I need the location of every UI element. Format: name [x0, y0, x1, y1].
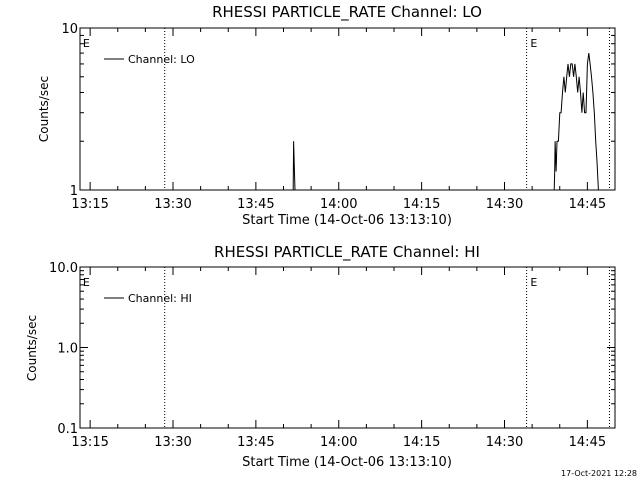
lo-x-tick-label: 14:45 [569, 197, 606, 212]
lo-x-tick-label: 14:30 [486, 197, 523, 212]
lo-x-tick-label: 13:45 [237, 197, 274, 212]
hi-x-tick-label: 13:15 [71, 435, 108, 450]
hi-y-axis-label: Counts/sec [25, 315, 39, 381]
lo-series-line [291, 53, 605, 191]
lo-x-tick-label: 14:15 [403, 197, 440, 212]
hi-legend-label: Channel: HI [128, 292, 192, 305]
hi-x-tick-label: 13:30 [154, 435, 191, 450]
hi-y-tick-label: 10.0 [49, 261, 78, 276]
generation-timestamp: 17-Oct-2021 12:28 [561, 469, 637, 478]
hi-event-marker: E [530, 276, 537, 289]
hi-channel-panel: RHESSI PARTICLE_RATE Channel: HI Counts/… [25, 243, 616, 470]
lo-x-tick-label: 14:00 [320, 197, 357, 212]
lo-event-marker: E [83, 37, 90, 50]
hi-event-marker: E [83, 276, 90, 289]
lo-y-tick-label: 10 [61, 22, 78, 37]
hi-x-tick-label: 14:45 [569, 435, 606, 450]
hi-x-tick-label: 14:30 [486, 435, 523, 450]
lo-x-tick-label: 13:15 [71, 197, 108, 212]
lo-x-tick-label: 13:30 [154, 197, 191, 212]
hi-x-axis-label: Start Time (14-Oct-06 13:13:10) [242, 455, 452, 470]
lo-y-tick-label: 1 [70, 184, 78, 199]
lo-channel-panel: RHESSI PARTICLE_RATE Channel: LO Counts/… [37, 3, 616, 228]
lo-event-marker: E [530, 37, 537, 50]
lo-legend-label: Channel: LO [128, 53, 195, 66]
hi-y-tick-label: 1.0 [57, 342, 78, 357]
hi-x-tick-label: 13:45 [237, 435, 274, 450]
hi-x-tick-label: 14:15 [403, 435, 440, 450]
lo-y-axis-label: Counts/sec [37, 76, 51, 142]
lo-x-axis-label: Start Time (14-Oct-06 13:13:10) [242, 213, 452, 228]
hi-x-tick-label: 14:00 [320, 435, 357, 450]
hi-y-tick-label: 0.1 [57, 422, 78, 437]
hi-chart-title: RHESSI PARTICLE_RATE Channel: HI [214, 243, 480, 262]
lo-chart-title: RHESSI PARTICLE_RATE Channel: LO [212, 3, 482, 22]
